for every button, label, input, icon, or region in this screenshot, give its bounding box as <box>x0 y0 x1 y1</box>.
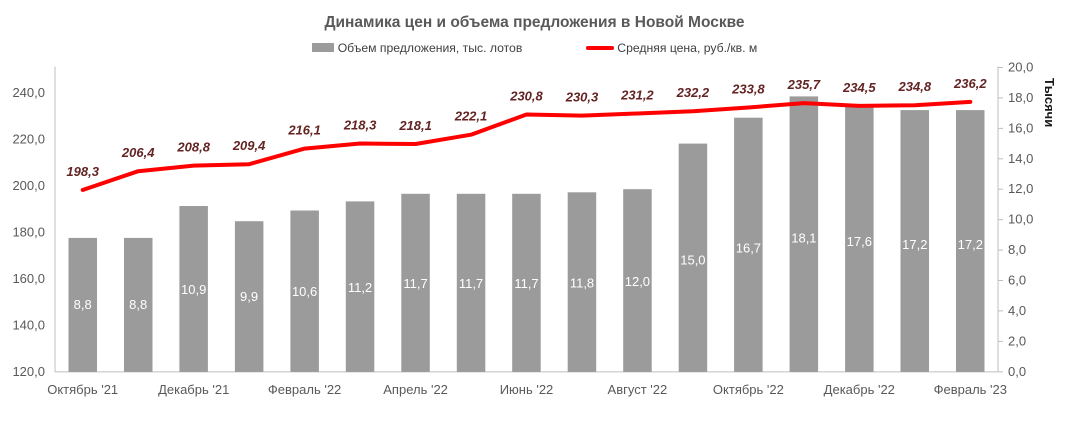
svg-text:18,1: 18,1 <box>791 230 816 245</box>
svg-text:230,8: 230,8 <box>509 89 543 104</box>
svg-text:220,0: 220,0 <box>12 132 45 147</box>
svg-text:231,2: 231,2 <box>620 88 654 103</box>
svg-text:2,0: 2,0 <box>1008 333 1026 348</box>
svg-text:4,0: 4,0 <box>1008 303 1026 318</box>
svg-text:10,6: 10,6 <box>292 284 317 299</box>
svg-text:17,2: 17,2 <box>958 237 983 252</box>
svg-text:180,0: 180,0 <box>12 225 45 240</box>
svg-text:11,7: 11,7 <box>459 276 483 291</box>
svg-text:15,0: 15,0 <box>680 253 705 268</box>
svg-text:234,8: 234,8 <box>898 79 932 94</box>
svg-text:14,0: 14,0 <box>1008 151 1033 166</box>
svg-text:Февраль '22: Февраль '22 <box>268 382 341 397</box>
svg-text:218,3: 218,3 <box>343 118 377 133</box>
svg-text:209,4: 209,4 <box>232 138 266 153</box>
svg-text:208,8: 208,8 <box>176 140 210 155</box>
svg-text:232,2: 232,2 <box>676 85 710 100</box>
svg-text:120,0: 120,0 <box>12 364 45 379</box>
svg-text:8,8: 8,8 <box>74 297 92 312</box>
svg-text:235,7: 235,7 <box>787 77 821 92</box>
svg-text:17,2: 17,2 <box>902 237 927 252</box>
svg-text:200,0: 200,0 <box>12 178 45 193</box>
svg-text:Август '22: Август '22 <box>608 382 668 397</box>
svg-text:9,9: 9,9 <box>240 289 258 304</box>
svg-text:233,8: 233,8 <box>731 82 765 97</box>
svg-text:10,9: 10,9 <box>181 282 206 297</box>
svg-text:Октябрь '21: Октябрь '21 <box>47 382 118 397</box>
svg-text:216,1: 216,1 <box>287 123 321 138</box>
svg-text:240,0: 240,0 <box>12 85 45 100</box>
svg-text:0,0: 0,0 <box>1008 364 1026 379</box>
svg-text:16,7: 16,7 <box>736 240 761 255</box>
svg-text:12,0: 12,0 <box>625 274 650 289</box>
svg-text:12,0: 12,0 <box>1008 181 1033 196</box>
svg-text:8,0: 8,0 <box>1008 242 1026 257</box>
svg-text:236,2: 236,2 <box>953 76 987 91</box>
svg-text:218,1: 218,1 <box>398 118 432 133</box>
svg-text:11,8: 11,8 <box>570 276 594 291</box>
svg-text:140,0: 140,0 <box>12 317 45 332</box>
svg-text:16,0: 16,0 <box>1008 120 1033 135</box>
svg-text:11,7: 11,7 <box>403 276 427 291</box>
svg-text:20,0: 20,0 <box>1008 60 1033 75</box>
svg-text:6,0: 6,0 <box>1008 273 1026 288</box>
svg-text:160,0: 160,0 <box>12 271 45 286</box>
svg-text:Апрель '22: Апрель '22 <box>383 382 448 397</box>
svg-text:206,4: 206,4 <box>121 145 155 160</box>
svg-text:11,2: 11,2 <box>348 280 372 295</box>
svg-text:234,5: 234,5 <box>842 80 876 95</box>
svg-text:Декабрь '21: Декабрь '21 <box>158 382 229 397</box>
svg-text:8,8: 8,8 <box>129 297 147 312</box>
svg-text:Октябрь '22: Октябрь '22 <box>713 382 784 397</box>
svg-text:18,0: 18,0 <box>1008 90 1033 105</box>
svg-text:198,3: 198,3 <box>66 164 99 179</box>
svg-text:222,1: 222,1 <box>454 109 488 124</box>
svg-text:230,3: 230,3 <box>565 90 599 105</box>
svg-text:17,6: 17,6 <box>847 234 872 249</box>
svg-text:11,7: 11,7 <box>514 276 538 291</box>
svg-text:Декабрь '22: Декабрь '22 <box>824 382 895 397</box>
svg-text:10,0: 10,0 <box>1008 212 1033 227</box>
svg-text:Февраль '23: Февраль '23 <box>934 382 1007 397</box>
svg-text:Июнь '22: Июнь '22 <box>500 382 554 397</box>
